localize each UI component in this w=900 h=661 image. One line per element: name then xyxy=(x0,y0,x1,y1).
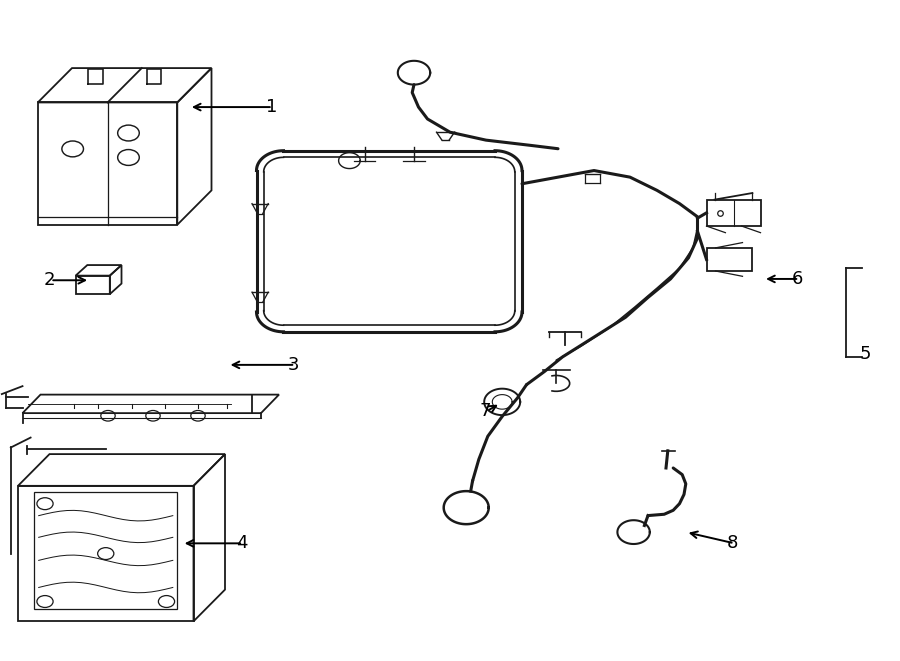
Text: 7: 7 xyxy=(480,402,491,420)
Text: 2: 2 xyxy=(43,271,55,290)
Text: 6: 6 xyxy=(792,270,804,288)
Text: 8: 8 xyxy=(727,534,739,553)
Text: 3: 3 xyxy=(288,356,300,374)
Text: 5: 5 xyxy=(860,344,871,363)
Text: 1: 1 xyxy=(266,98,277,116)
Text: 4: 4 xyxy=(236,534,248,553)
